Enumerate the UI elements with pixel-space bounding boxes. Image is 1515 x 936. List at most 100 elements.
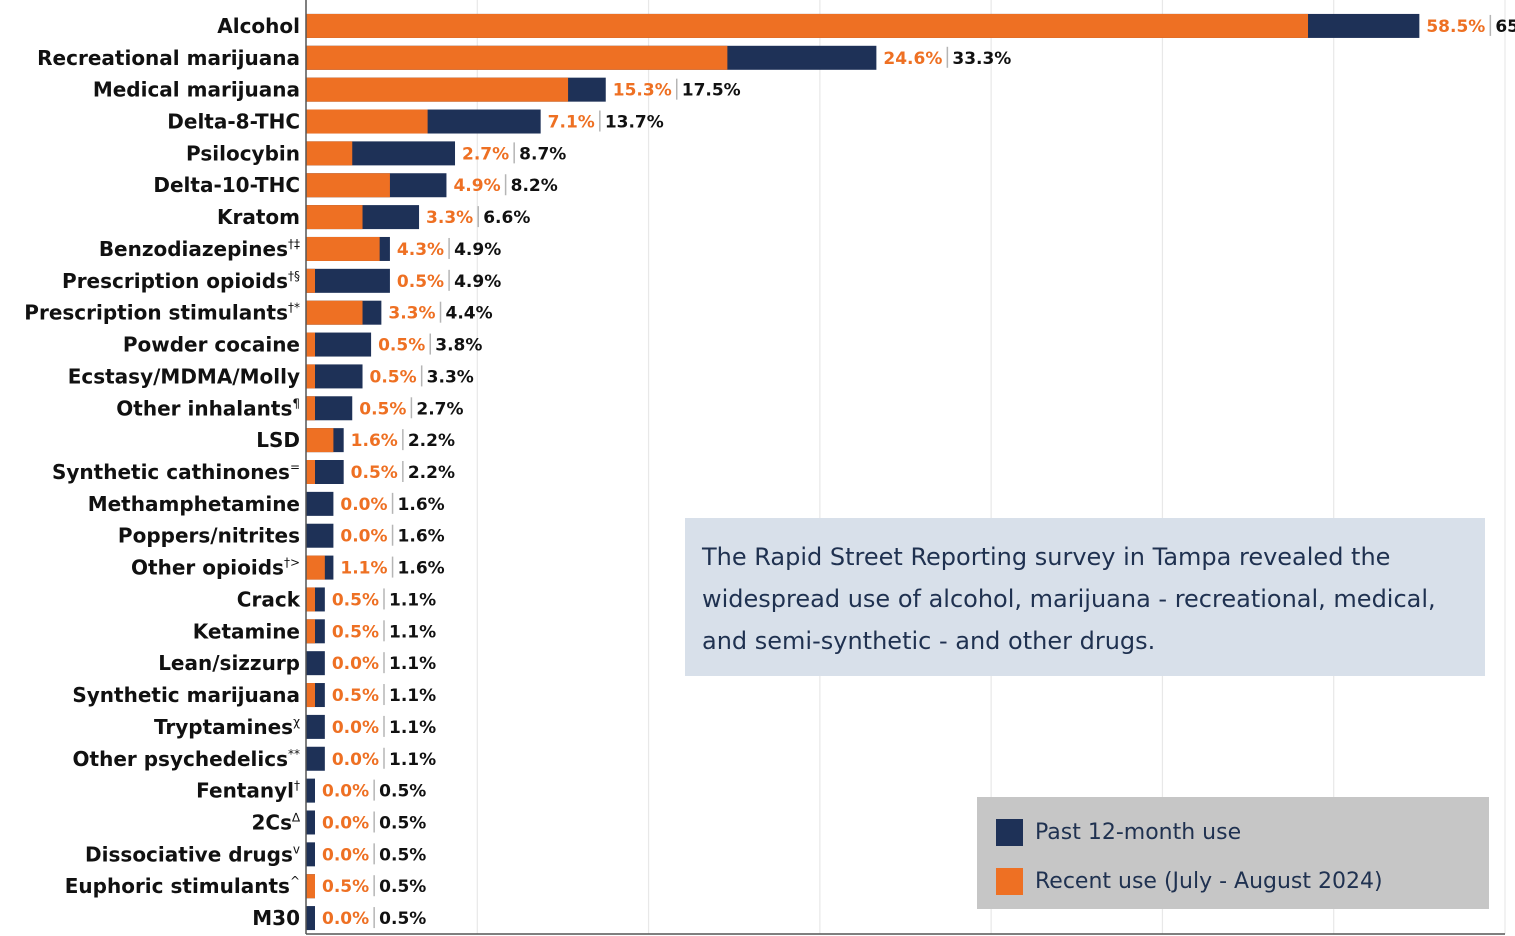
- bar-recent-delta-8-thc: [306, 109, 428, 134]
- category-label-text: Other inhalants: [116, 396, 292, 420]
- category-label-text: Crack: [237, 587, 301, 611]
- category-label-benzodiazepines: Benzodiazepines†‡: [99, 237, 300, 261]
- bar-recent-delta-10-thc: [306, 173, 390, 198]
- category-label-crack: Crack: [237, 587, 301, 611]
- category-labels: Alcohol Recreational marijuana Medical mar…: [24, 14, 301, 930]
- bar-recent-kratom: [306, 205, 363, 230]
- grid-lines: [306, 0, 1506, 935]
- bar-recent-ecstasy-mdma-molly: [306, 364, 315, 389]
- bar-recent-synthetic-marijuana: [306, 683, 315, 708]
- footnote-marker: χ: [293, 715, 300, 729]
- footnote-marker: **: [288, 747, 300, 761]
- category-label-text: Psilocybin: [186, 141, 300, 165]
- value-label-recent-alcohol: 58.5%: [1426, 17, 1485, 37]
- value-label-recent-crack: 0.5%: [332, 590, 379, 610]
- value-label-recent-synthetic-marijuana: 0.5%: [332, 686, 379, 706]
- value-label-recent-euphoric-stimulants: 0.5%: [322, 877, 369, 897]
- value-label-past-fentanyl: 0.5%: [379, 782, 426, 802]
- value-label-recent-kratom: 3.3%: [426, 208, 473, 228]
- value-label-past-other-opioids: 1.6%: [398, 559, 445, 579]
- value-label-recent-recreational-marijuana: 24.6%: [883, 49, 942, 69]
- value-label-recent-psilocybin: 2.7%: [462, 144, 509, 164]
- legend-swatch-past: [996, 819, 1023, 846]
- category-label-text: Kratom: [217, 205, 300, 229]
- category-label-powder-cocaine: Powder cocaine: [123, 333, 300, 357]
- footnote-marker: ¶: [292, 396, 300, 410]
- category-label-ketamine: Ketamine: [193, 619, 300, 643]
- bar-past-fentanyl: [306, 778, 315, 803]
- category-label-lsd: LSD: [256, 428, 300, 452]
- category-label-delta-8-thc: Delta-8-THC: [167, 110, 300, 134]
- legend-swatch-recent: [996, 868, 1023, 895]
- value-label-recent-other-opioids: 1.1%: [340, 559, 387, 579]
- value-label-recent-delta-10-thc: 4.9%: [453, 176, 500, 196]
- footnote-marker: v: [293, 842, 300, 856]
- category-label-synthetic-cathinones: Synthetic cathinones=: [52, 460, 300, 484]
- value-label-past-synthetic-marijuana: 1.1%: [389, 686, 436, 706]
- bar-past-lean-sizzurp: [306, 651, 325, 676]
- category-label-text: Medical marijuana: [93, 78, 300, 102]
- value-label-past-synthetic-cathinones: 2.2%: [408, 463, 455, 483]
- callout-text: The Rapid Street Reporting survey in Tam…: [702, 543, 1436, 655]
- value-label-past-m30: 0.5%: [379, 909, 426, 929]
- category-label-text: Other psychedelics: [73, 747, 288, 771]
- category-label-other-opioids: Other opioids†>: [131, 556, 300, 580]
- bar-recent-lsd: [306, 428, 334, 453]
- value-label-past-euphoric-stimulants: 0.5%: [379, 877, 426, 897]
- value-label-past-dissociative-drugs: 0.5%: [379, 845, 426, 865]
- value-label-past-poppers-nitrites: 1.6%: [398, 527, 445, 547]
- bar-past-poppers-nitrites: [306, 523, 334, 548]
- value-label-recent-medical-marijuana: 15.3%: [613, 81, 672, 101]
- category-label-text: Alcohol: [217, 14, 300, 38]
- value-label-recent-other-psychedelics: 0.0%: [332, 750, 379, 770]
- category-label-text: Euphoric stimulants: [65, 874, 290, 898]
- footnote-marker: =: [290, 460, 300, 474]
- value-label-recent-2cs: 0.0%: [322, 813, 369, 833]
- value-label-recent-dissociative-drugs: 0.0%: [322, 845, 369, 865]
- category-label-text: Synthetic cathinones: [52, 460, 290, 484]
- category-label-text: 2Cs: [251, 810, 292, 834]
- value-label-recent-lean-sizzurp: 0.0%: [332, 654, 379, 674]
- category-label-ecstasy-mdma-molly: Ecstasy/MDMA/Molly: [68, 364, 300, 388]
- category-label-methamphetamine: Methamphetamine: [88, 492, 300, 516]
- category-label-kratom: Kratom: [217, 205, 300, 229]
- category-label-dissociative-drugs: Dissociative drugsv: [85, 842, 300, 866]
- category-label-text: Powder cocaine: [123, 333, 300, 357]
- category-label-text: Dissociative drugs: [85, 842, 293, 866]
- value-label-past-ecstasy-mdma-molly: 3.3%: [427, 367, 474, 387]
- category-label-text: Poppers/nitrites: [118, 524, 300, 548]
- value-label-past-powder-cocaine: 3.8%: [435, 336, 482, 356]
- category-label-poppers-nitrites: Poppers/nitrites: [118, 524, 300, 548]
- bar-past-ecstasy-mdma-molly: [306, 364, 363, 389]
- category-label-text: Benzodiazepines: [99, 237, 288, 261]
- bar-past-methamphetamine: [306, 491, 334, 516]
- value-label-past-lean-sizzurp: 1.1%: [389, 654, 436, 674]
- category-label-alcohol: Alcohol: [217, 14, 300, 38]
- value-label-recent-tryptamines: 0.0%: [332, 718, 379, 738]
- value-label-past-delta-8-thc: 13.7%: [605, 113, 664, 133]
- footnote-marker: †: [294, 779, 300, 793]
- bar-past-dissociative-drugs: [306, 842, 315, 867]
- bar-past-powder-cocaine: [306, 332, 372, 357]
- value-label-past-alcohol: 65.0%: [1495, 17, 1515, 37]
- category-label-text: Synthetic marijuana: [72, 683, 300, 707]
- value-label-recent-benzodiazepines: 4.3%: [397, 240, 444, 260]
- value-label-past-other-inhalants: 2.7%: [416, 399, 463, 419]
- category-label-text: LSD: [256, 428, 300, 452]
- bar-recent-prescription-stimulants: [306, 300, 363, 325]
- category-label-text: Prescription opioids: [62, 269, 288, 293]
- category-label-text: Recreational marijuana: [37, 46, 300, 70]
- bar-past-prescription-opioids: [306, 268, 390, 293]
- category-label-text: Prescription stimulants: [24, 301, 288, 325]
- category-label-synthetic-marijuana: Synthetic marijuana: [72, 683, 300, 707]
- category-label-text: Ketamine: [193, 619, 300, 643]
- footnote-marker: †>: [284, 556, 300, 570]
- category-label-delta-10-thc: Delta-10-THC: [153, 173, 300, 197]
- value-label-past-tryptamines: 1.1%: [389, 718, 436, 738]
- category-label-text: Ecstasy/MDMA/Molly: [68, 364, 300, 388]
- footnote-marker: †‡: [288, 237, 300, 251]
- category-label-other-psychedelics: Other psychedelics**: [73, 747, 300, 771]
- callout-box: The Rapid Street Reporting survey in Tam…: [685, 518, 1485, 676]
- value-label-recent-synthetic-cathinones: 0.5%: [351, 463, 398, 483]
- category-label-other-inhalants: Other inhalants¶: [116, 396, 300, 420]
